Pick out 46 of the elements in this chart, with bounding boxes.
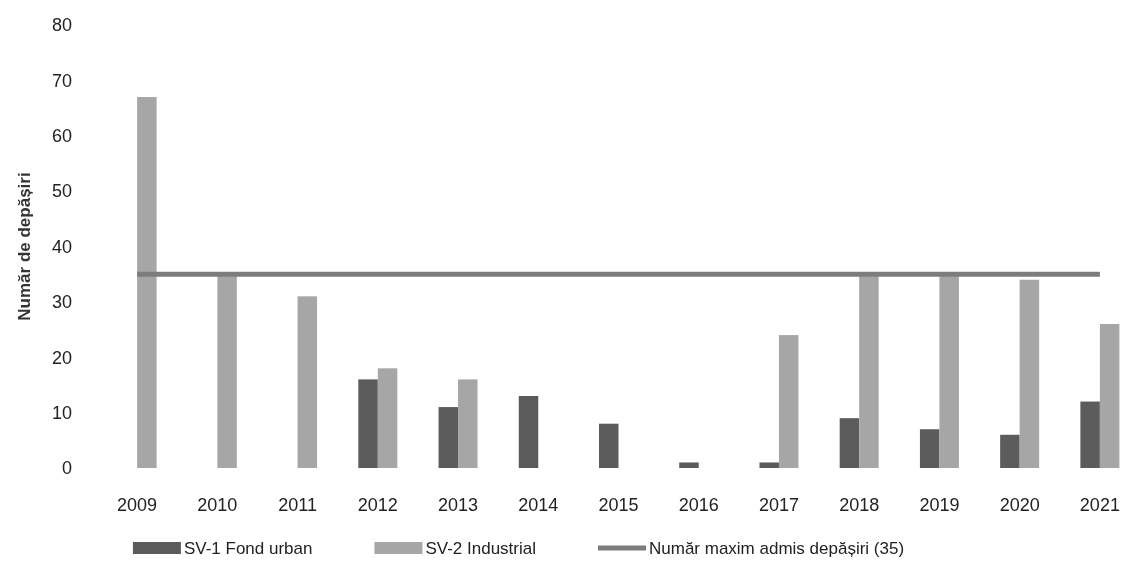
bar bbox=[1000, 434, 1020, 468]
bar bbox=[599, 423, 619, 468]
y-tick-label: 20 bbox=[51, 347, 72, 368]
y-tick-label: 80 bbox=[51, 15, 72, 36]
bar bbox=[297, 296, 318, 468]
x-tick-label: 2021 bbox=[1079, 495, 1120, 516]
y-tick-label: 50 bbox=[51, 181, 72, 202]
x-tick-label: 2017 bbox=[758, 495, 799, 516]
y-tick-label: 0 bbox=[61, 458, 72, 479]
legend-label: SV-1 Fond urban bbox=[183, 538, 313, 558]
x-tick-label: 2010 bbox=[197, 495, 238, 516]
y-tick-label: 70 bbox=[51, 70, 72, 91]
bar bbox=[518, 396, 539, 468]
y-tick-label: 40 bbox=[51, 236, 72, 257]
bar bbox=[358, 379, 378, 468]
bar bbox=[438, 407, 459, 468]
x-tick-label: 2012 bbox=[357, 495, 398, 516]
x-tick-label: 2009 bbox=[117, 495, 158, 516]
y-axis-title: Număr de depășiri bbox=[14, 172, 34, 321]
y-tick-label: 10 bbox=[51, 402, 72, 423]
y-tick-label: 60 bbox=[51, 126, 72, 147]
bar bbox=[859, 274, 879, 468]
x-tick-label: 2013 bbox=[438, 495, 479, 516]
bar bbox=[939, 274, 959, 468]
bar bbox=[778, 335, 799, 468]
x-tick-label: 2014 bbox=[518, 495, 559, 516]
bar bbox=[1080, 401, 1100, 468]
x-tick-label: 2019 bbox=[919, 495, 960, 516]
x-tick-label: 2020 bbox=[999, 495, 1040, 516]
bar bbox=[759, 462, 779, 468]
x-tick-label: 2011 bbox=[278, 495, 317, 516]
legend-label: Număr maxim admis depășiri (35) bbox=[649, 538, 905, 558]
bar bbox=[377, 368, 398, 468]
bar bbox=[217, 274, 237, 468]
bar bbox=[137, 96, 157, 468]
legend-label: SV-2 Industrial bbox=[425, 538, 537, 558]
x-tick-label: 2016 bbox=[678, 495, 719, 516]
bar bbox=[679, 462, 699, 468]
bar bbox=[839, 418, 860, 468]
y-tick-label: 30 bbox=[51, 292, 72, 313]
bar bbox=[1099, 324, 1120, 468]
bar bbox=[1019, 279, 1040, 468]
x-tick-label: 2015 bbox=[598, 495, 639, 516]
x-tick-label: 2018 bbox=[839, 495, 880, 516]
bar bbox=[919, 429, 940, 468]
bar bbox=[458, 379, 478, 468]
